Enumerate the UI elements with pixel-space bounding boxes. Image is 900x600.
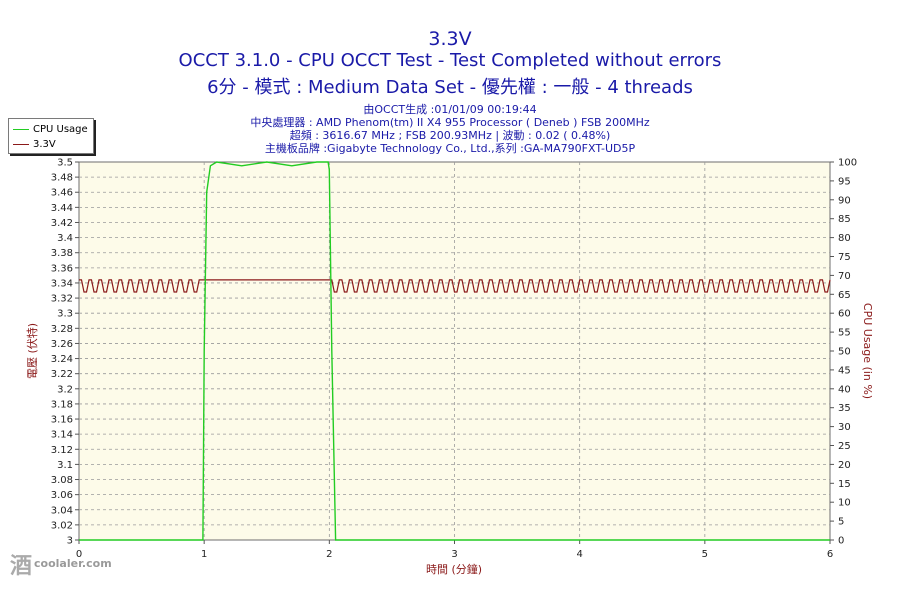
series-cpu-usage-line xyxy=(79,161,830,541)
y-right-tick-label: 60 xyxy=(838,309,851,320)
y-right-tick-label: 20 xyxy=(838,460,851,471)
y-left-tick-label: 3.24 xyxy=(51,354,73,365)
y-right-tick-label: 65 xyxy=(838,290,851,301)
chart-subtitle-2: 6分 - 模式 : Medium Data Set - 優先權 : 一般 - 4… xyxy=(207,77,693,98)
x-axis-label: 時間 (分鐘) xyxy=(426,562,482,576)
watermark-text: coolaler.com xyxy=(34,557,112,570)
x-tick-label: 1 xyxy=(201,549,207,560)
y-left-tick-label: 3.42 xyxy=(51,218,73,229)
y-left-tick-label: 3.34 xyxy=(51,278,73,289)
y-right-tick-label: 0 xyxy=(838,536,844,547)
legend-item-3.3v: 3.3V xyxy=(13,138,56,150)
y-left-tick-label: 3.48 xyxy=(51,173,73,184)
y-right-tick-label: 75 xyxy=(838,252,851,263)
x-tick-label: 0 xyxy=(76,549,82,560)
y-right-tick-label: 100 xyxy=(838,158,857,169)
y-left-tick-label: 3.18 xyxy=(51,399,73,410)
y-left-tick-label: 3.14 xyxy=(51,430,73,441)
y-left-tick-label: 3.08 xyxy=(51,475,73,486)
watermark: 酒 coolaler.com xyxy=(10,548,112,580)
x-tick-label: 5 xyxy=(702,549,708,560)
y-right-tick-label: 85 xyxy=(838,214,851,225)
y-right-tick-label: 90 xyxy=(838,195,851,206)
y-left-tick-label: 3.2 xyxy=(57,384,73,395)
y-right-tick-label: 30 xyxy=(838,422,851,433)
y-right-tick-label: 5 xyxy=(838,517,844,528)
y-left-tick-label: 3.46 xyxy=(51,188,73,199)
info-line-date: 由OCCT生成 :01/01/09 00:19:44 xyxy=(363,103,537,116)
y-right-tick-label: 80 xyxy=(838,233,851,244)
y-right-tick-label: 95 xyxy=(838,176,851,187)
y-left-tick-label: 3.02 xyxy=(51,520,73,531)
x-tick-label: 6 xyxy=(827,549,833,560)
legend-label-3.3v: 3.3V xyxy=(33,138,56,150)
chart-subtitle-1: OCCT 3.1.0 - CPU OCCT Test - Test Comple… xyxy=(178,50,722,71)
y-left-tick-label: 3.36 xyxy=(51,263,73,274)
y-left-tick-label: 3.22 xyxy=(51,369,73,380)
info-line-clock: 超頻 : 3616.67 MHz ; FSB 200.93MHz | 波動 : … xyxy=(289,129,611,142)
legend-swatch-cpu-usage xyxy=(13,128,29,130)
legend: CPU Usage 3.3V xyxy=(8,118,94,154)
y-left-tick-label: 3.16 xyxy=(51,415,73,426)
x-tick-label: 3 xyxy=(451,549,457,560)
y-right-tick-label: 40 xyxy=(838,384,851,395)
x-tick-label: 4 xyxy=(576,549,582,560)
y-left-tick-label: 3.28 xyxy=(51,324,73,335)
y-axis-right-label: CPU Usage (in %) xyxy=(861,303,874,399)
y-right-tick-label: 70 xyxy=(838,271,851,282)
x-tick-label: 2 xyxy=(326,549,332,560)
watermark-logo: 酒 xyxy=(10,554,33,579)
y-left-tick-label: 3.04 xyxy=(51,505,73,516)
y-left-tick-label: 3 xyxy=(67,536,73,547)
y-left-tick-label: 3.44 xyxy=(51,203,73,214)
legend-swatch-3.3v xyxy=(13,143,29,145)
legend-label-cpu-usage: CPU Usage xyxy=(33,123,88,135)
y-left-tick-label: 3.38 xyxy=(51,248,73,259)
chart-title: 3.3V xyxy=(428,28,472,50)
y-right-tick-label: 50 xyxy=(838,347,851,358)
y-right-tick-label: 55 xyxy=(838,328,851,339)
y-left-tick-label: 3.1 xyxy=(57,460,73,471)
series-3.3v-line xyxy=(79,279,831,293)
y-left-tick-label: 3.26 xyxy=(51,339,73,350)
y-left-tick-label: 3.12 xyxy=(51,445,73,456)
y-left-tick-label: 3.32 xyxy=(51,294,73,305)
y-left-tick-label: 3.06 xyxy=(51,490,73,501)
y-right-tick-label: 15 xyxy=(838,479,851,490)
y-right-tick-label: 10 xyxy=(838,498,851,509)
y-right-tick-label: 45 xyxy=(838,365,851,376)
info-line-motherboard: 主機板品牌 :Gigabyte Technology Co., Ltd.,系列 … xyxy=(264,142,636,155)
y-left-tick-label: 3.4 xyxy=(57,233,73,244)
y-left-tick-label: 3.3 xyxy=(57,309,73,320)
y-right-tick-label: 25 xyxy=(838,441,851,452)
y-right-tick-label: 35 xyxy=(838,403,851,414)
info-line-cpu: 中央處理器 : AMD Phenom(tm) II X4 955 Process… xyxy=(250,116,650,129)
y-axis-left-label: 電壓 (伏特) xyxy=(25,323,39,379)
y-left-tick-label: 3.5 xyxy=(57,158,73,169)
legend-item-cpu-usage: CPU Usage xyxy=(13,123,88,135)
